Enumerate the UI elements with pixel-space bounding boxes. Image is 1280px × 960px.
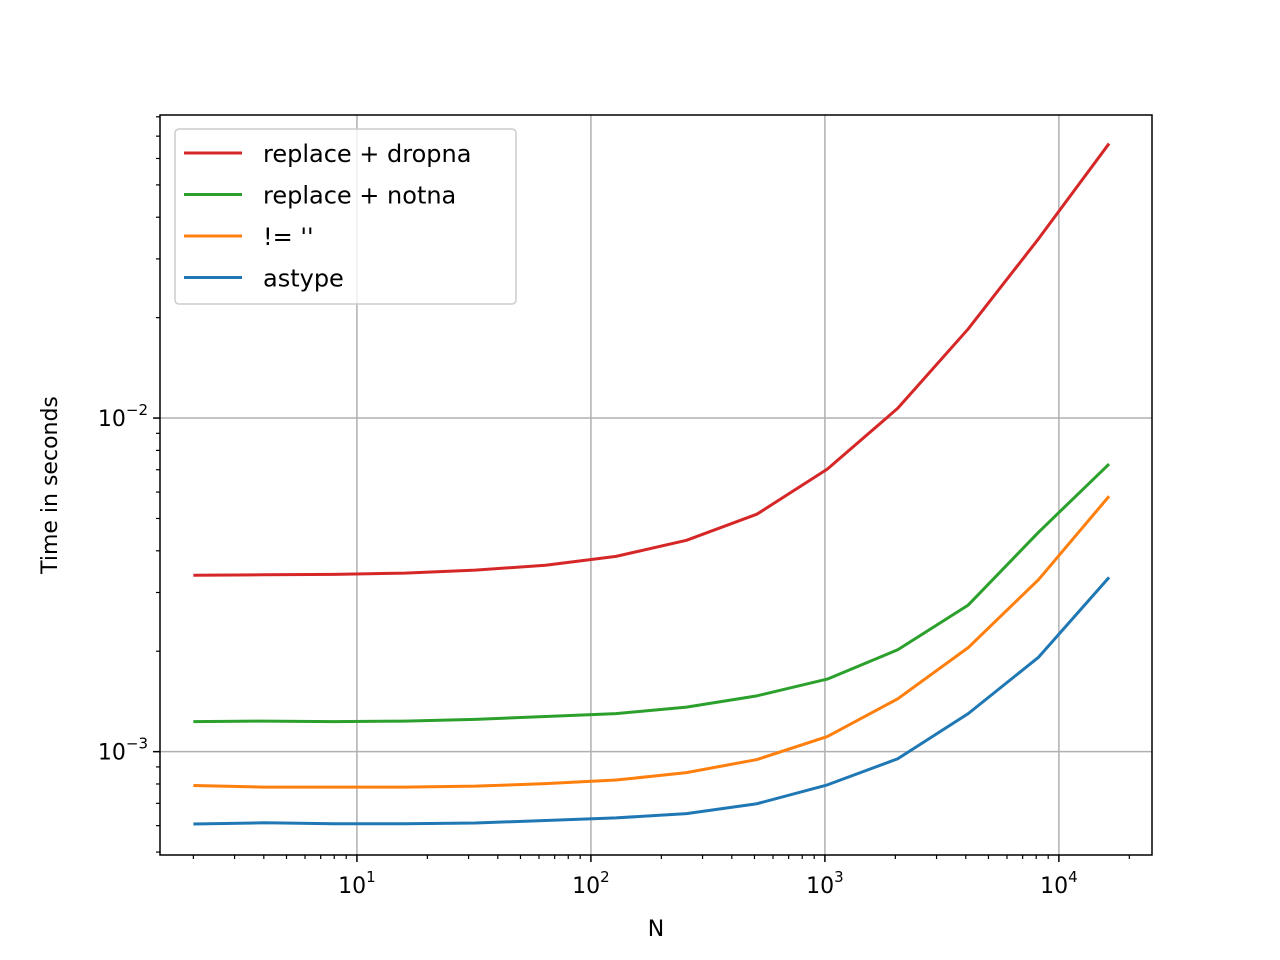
series-line-replace-notna [193,462,1111,724]
y-tick-label: 10−2 [98,401,148,432]
y-tick-label: 10−3 [98,735,148,766]
x-tick-label: 101 [338,868,376,899]
series-line-ne-empty [193,495,1111,789]
plot-frame [159,114,1153,856]
y-axis-label: Time in seconds [38,396,63,575]
x-tick-label: 103 [806,868,844,899]
legend-label: astype [263,265,344,293]
series-line-astype [193,576,1111,826]
x-tick-label: 104 [1040,868,1078,899]
x-tick-label: 102 [572,868,610,899]
series-line-replace-dropna [193,142,1111,577]
legend-label: replace + notna [263,182,456,210]
x-axis-label: N [648,917,664,942]
legend: replace + dropna replace + notna != '' asty… [174,128,517,305]
legend-label: != '' [263,223,314,251]
legend-box [174,128,517,305]
legend-label: replace + dropna [263,140,471,168]
axis-ticks: 101 102 103 104 10−3 10−2 [98,116,1130,899]
series-lines [193,142,1111,826]
